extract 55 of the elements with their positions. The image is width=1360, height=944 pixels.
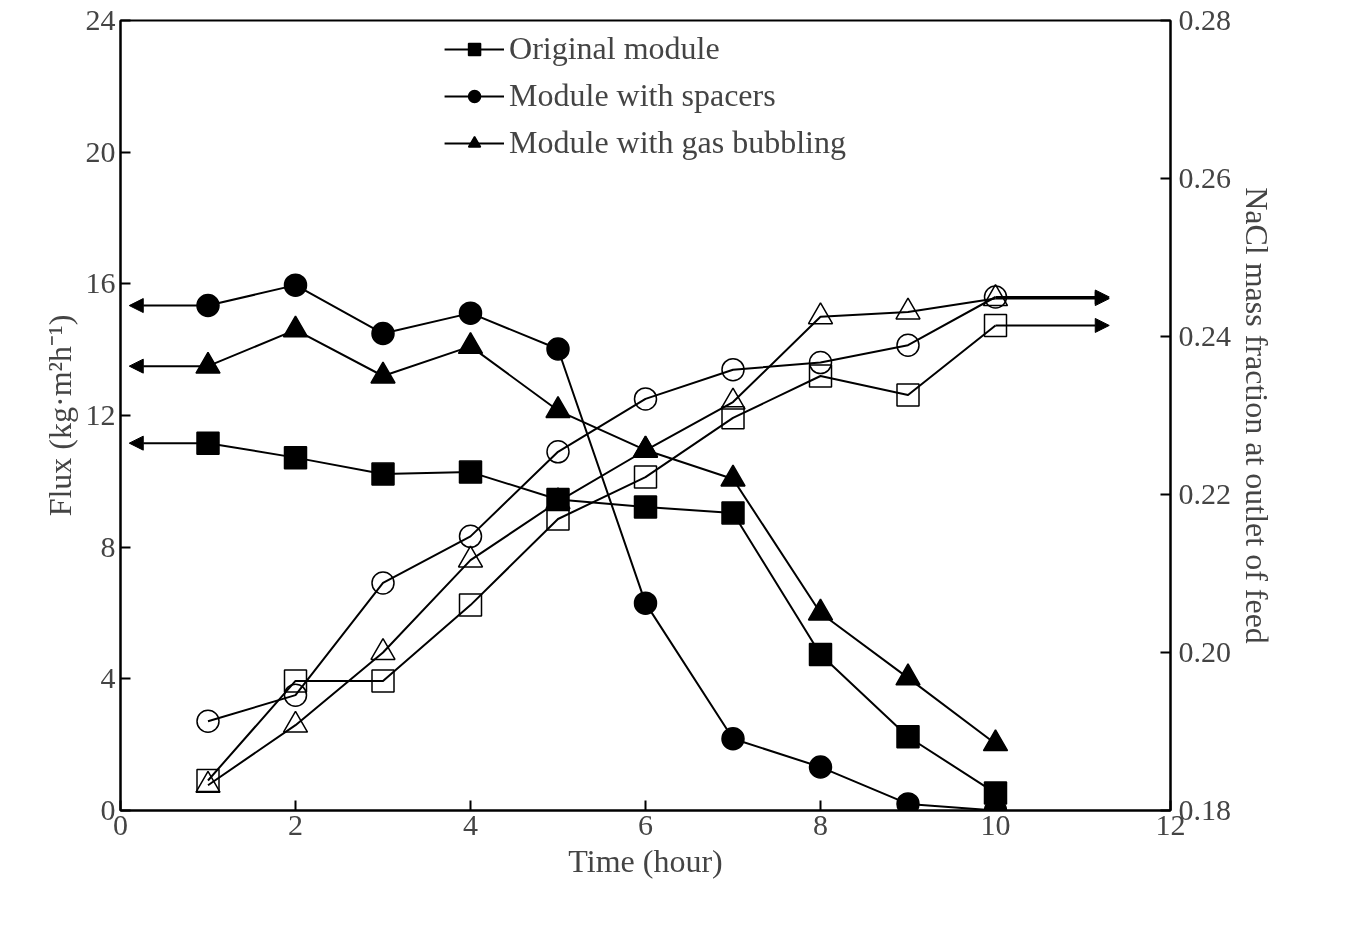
point	[371, 462, 395, 486]
x-tick-label: 8	[813, 807, 828, 841]
y-tick-label: 24	[85, 3, 116, 36]
point	[283, 669, 308, 693]
point	[808, 364, 833, 388]
y2-tick-label: 0.26	[1178, 161, 1231, 194]
point	[721, 406, 745, 430]
y-axis-title: Flux (kg·m²h⁻¹)	[41, 314, 78, 517]
point	[196, 709, 220, 733]
point	[458, 301, 483, 325]
point	[458, 524, 483, 549]
legend-label: Module with gas bubbling	[509, 124, 846, 161]
point	[808, 350, 833, 375]
point	[896, 383, 920, 407]
point	[721, 357, 745, 382]
point	[458, 593, 483, 617]
point	[808, 642, 833, 667]
point	[633, 465, 658, 489]
point	[633, 591, 658, 615]
point	[633, 387, 658, 411]
x-tick-label: 4	[463, 807, 478, 841]
point	[196, 431, 220, 455]
y-tick-label: 4	[100, 661, 116, 695]
y2-axis-title: NaCl mass fraction at outlet of feed	[1239, 187, 1275, 644]
point	[896, 333, 920, 357]
point	[721, 727, 745, 751]
y2-tick-label: 0.22	[1178, 477, 1231, 510]
point	[458, 460, 483, 484]
point	[371, 321, 395, 346]
x-tick-label: 10	[980, 807, 1011, 841]
legend-label: Module with spacers	[509, 77, 776, 114]
x-axis-title: Time (hour)	[568, 842, 723, 879]
point	[283, 445, 308, 470]
legend-label: Original module	[509, 30, 720, 67]
y-tick-label: 20	[85, 134, 116, 168]
point	[371, 571, 395, 595]
point	[983, 313, 1008, 338]
y2-tick-label: 0.28	[1178, 3, 1231, 36]
point	[371, 669, 395, 693]
point	[196, 293, 220, 318]
point	[546, 440, 570, 464]
point	[896, 725, 920, 749]
y2-tick-label: 0.20	[1178, 635, 1231, 668]
point	[633, 495, 658, 519]
x-tick-label: 2	[288, 807, 303, 841]
point	[283, 273, 308, 297]
x-tick-label: 6	[638, 807, 653, 841]
point	[283, 683, 308, 707]
y2-tick-label: 0.24	[1178, 319, 1231, 352]
point	[721, 501, 745, 525]
y-tick-label: 8	[100, 529, 116, 563]
y-tick-label: 16	[85, 266, 116, 300]
point	[808, 755, 833, 779]
y-tick-label: 12	[85, 398, 116, 431]
point	[546, 337, 570, 361]
